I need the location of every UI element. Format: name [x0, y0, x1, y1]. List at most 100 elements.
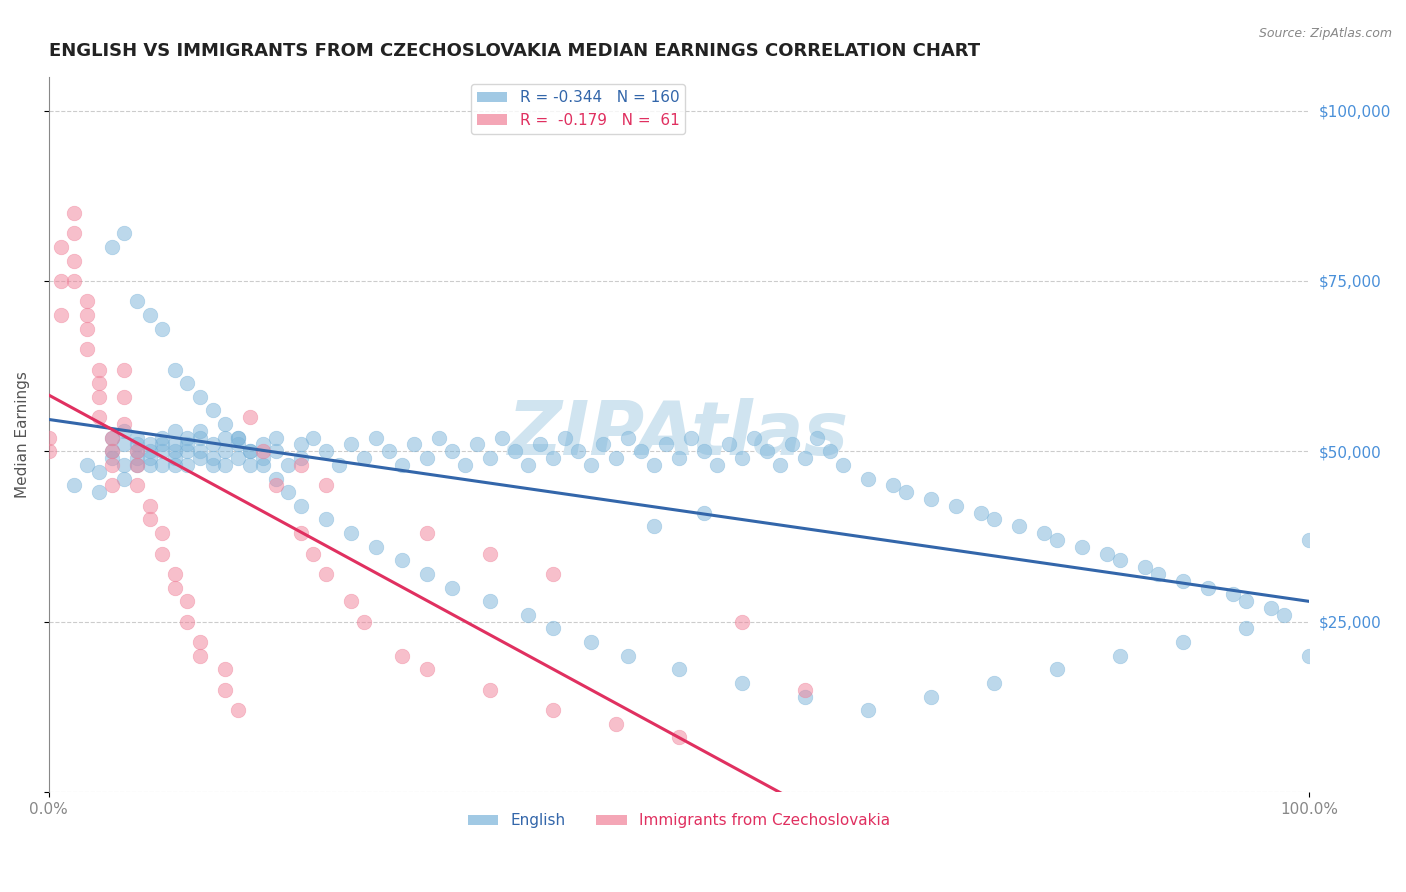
Point: [983, 512, 1005, 526]
Point: [1197, 581, 1219, 595]
Point: [176, 437, 198, 451]
Point: [440, 444, 463, 458]
Point: [112, 458, 135, 472]
Point: [290, 499, 312, 513]
Point: [112, 424, 135, 438]
Point: [1146, 566, 1168, 581]
Point: [1171, 635, 1194, 649]
Point: [214, 662, 236, 676]
Point: [353, 451, 375, 466]
Point: [176, 376, 198, 391]
Point: [302, 547, 325, 561]
Point: [793, 451, 815, 466]
Point: [226, 431, 249, 445]
Point: [176, 431, 198, 445]
Point: [440, 581, 463, 595]
Point: [541, 703, 564, 717]
Point: [429, 431, 451, 445]
Point: [201, 437, 224, 451]
Point: [290, 526, 312, 541]
Point: [51, 240, 73, 254]
Point: [138, 458, 160, 472]
Point: [226, 437, 249, 451]
Point: [89, 410, 111, 425]
Point: [856, 472, 879, 486]
Point: [176, 458, 198, 472]
Point: [176, 615, 198, 629]
Point: [100, 431, 122, 445]
Point: [201, 451, 224, 466]
Point: [315, 566, 337, 581]
Point: [541, 451, 564, 466]
Point: [516, 458, 538, 472]
Point: [214, 458, 236, 472]
Point: [1008, 519, 1031, 533]
Point: [125, 431, 148, 445]
Point: [226, 703, 249, 717]
Point: [617, 648, 640, 663]
Point: [605, 716, 627, 731]
Point: [503, 444, 526, 458]
Point: [176, 444, 198, 458]
Point: [831, 458, 853, 472]
Point: [150, 444, 173, 458]
Point: [89, 376, 111, 391]
Point: [138, 308, 160, 322]
Point: [1234, 622, 1257, 636]
Point: [617, 431, 640, 445]
Point: [315, 512, 337, 526]
Point: [188, 451, 211, 466]
Point: [63, 253, 86, 268]
Point: [163, 458, 186, 472]
Point: [290, 451, 312, 466]
Point: [818, 444, 841, 458]
Point: [63, 227, 86, 241]
Point: [112, 390, 135, 404]
Point: [163, 566, 186, 581]
Point: [567, 444, 589, 458]
Point: [38, 444, 60, 458]
Point: [945, 499, 967, 513]
Point: [554, 431, 576, 445]
Point: [340, 594, 363, 608]
Point: [150, 437, 173, 451]
Point: [201, 403, 224, 417]
Point: [239, 444, 262, 458]
Point: [1109, 553, 1132, 567]
Point: [264, 444, 287, 458]
Point: [264, 431, 287, 445]
Point: [668, 451, 690, 466]
Point: [894, 485, 917, 500]
Point: [718, 437, 741, 451]
Point: [76, 308, 98, 322]
Point: [252, 437, 274, 451]
Point: [264, 478, 287, 492]
Point: [112, 472, 135, 486]
Point: [529, 437, 551, 451]
Point: [478, 451, 501, 466]
Point: [340, 437, 363, 451]
Point: [125, 451, 148, 466]
Point: [290, 458, 312, 472]
Point: [806, 431, 828, 445]
Point: [188, 424, 211, 438]
Point: [592, 437, 614, 451]
Point: [125, 294, 148, 309]
Point: [970, 506, 993, 520]
Point: [100, 478, 122, 492]
Point: [416, 566, 439, 581]
Point: [150, 431, 173, 445]
Point: [478, 682, 501, 697]
Point: [315, 444, 337, 458]
Point: [125, 444, 148, 458]
Point: [252, 451, 274, 466]
Point: [76, 294, 98, 309]
Text: ENGLISH VS IMMIGRANTS FROM CZECHOSLOVAKIA MEDIAN EARNINGS CORRELATION CHART: ENGLISH VS IMMIGRANTS FROM CZECHOSLOVAKI…: [49, 42, 980, 60]
Point: [163, 581, 186, 595]
Point: [478, 547, 501, 561]
Point: [89, 485, 111, 500]
Point: [125, 437, 148, 451]
Point: [214, 417, 236, 431]
Point: [1272, 607, 1295, 622]
Point: [264, 472, 287, 486]
